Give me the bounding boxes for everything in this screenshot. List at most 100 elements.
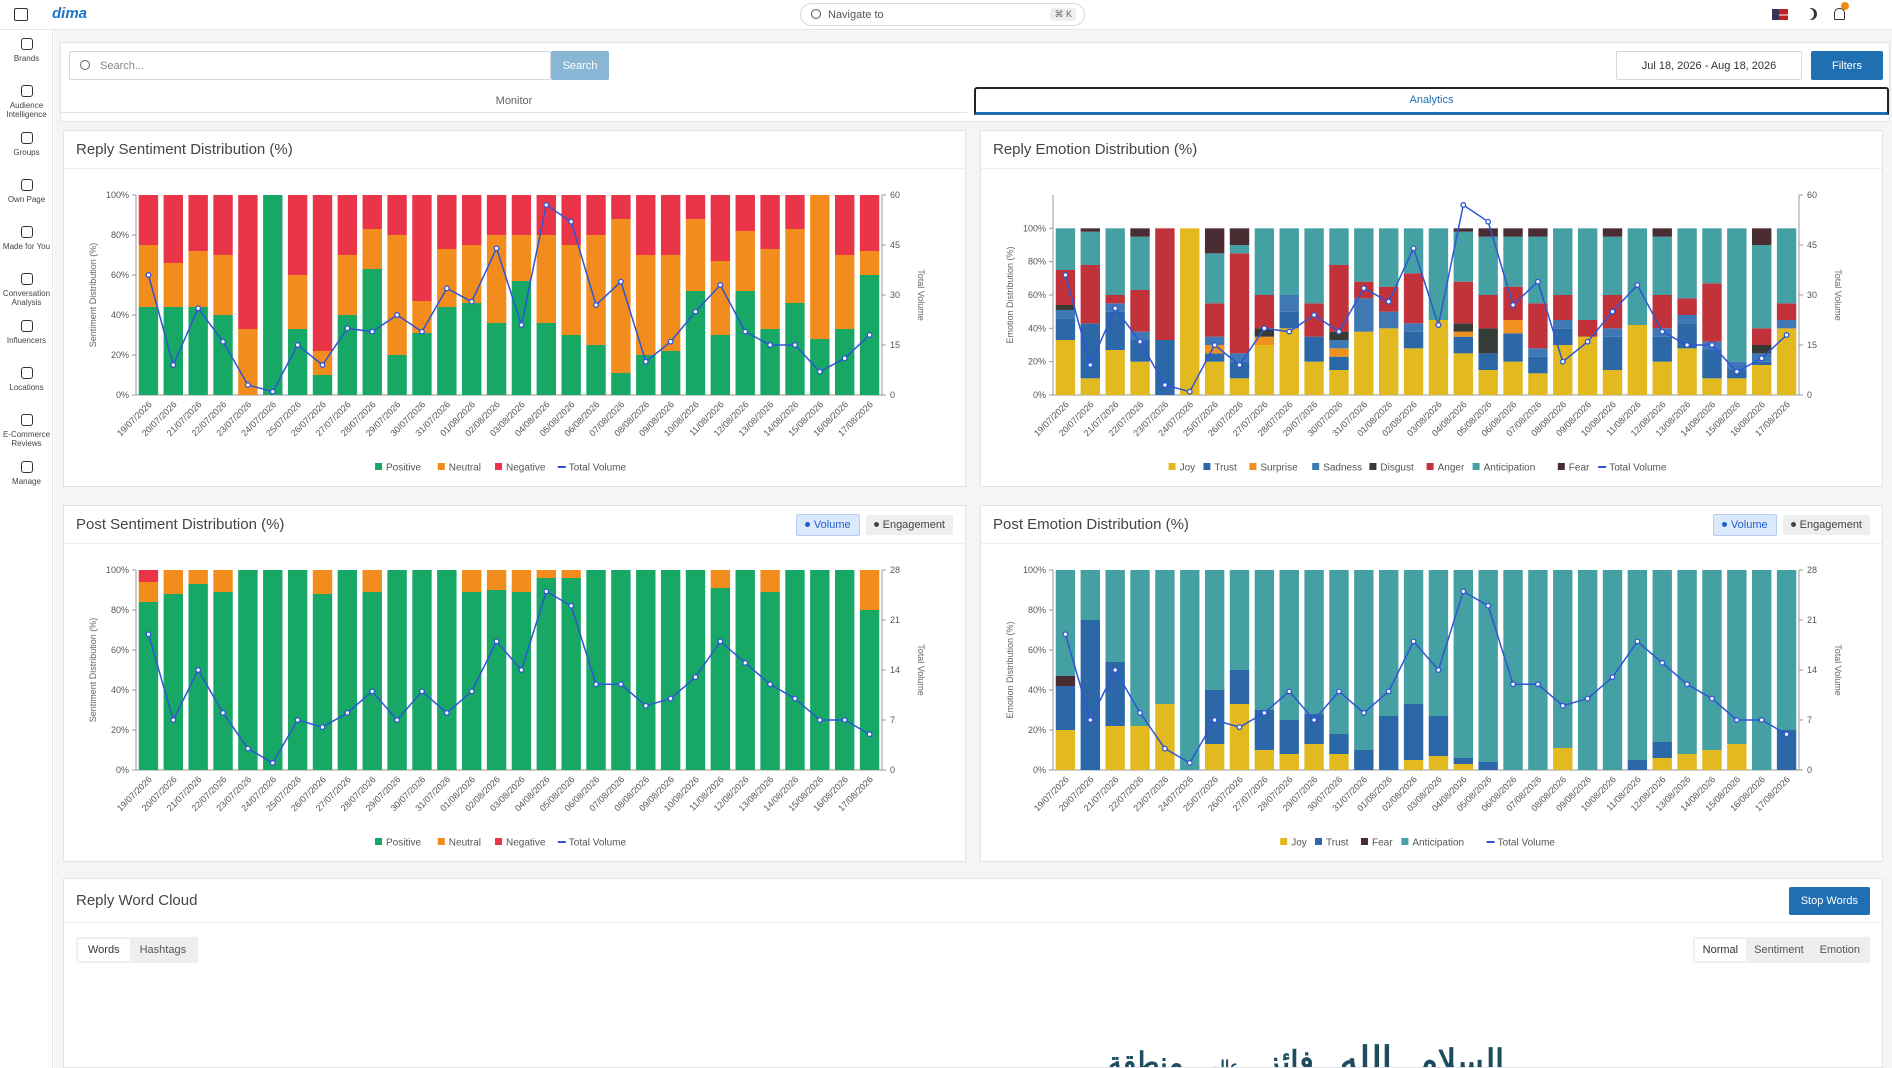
word[interactable]: السلام [1417, 1043, 1504, 1068]
mode[interactable]: Emotion [1819, 944, 1860, 956]
bar-segment [710, 335, 731, 395]
volume-point [244, 745, 251, 752]
volume-point [1161, 745, 1168, 752]
bar-segment [138, 570, 159, 582]
filters-button[interactable]: Filters [1811, 51, 1883, 80]
notification-badge [1841, 2, 1849, 10]
y-tick-label: 20% [1028, 725, 1046, 735]
bar-segment [1553, 345, 1573, 395]
bar-segment [437, 570, 457, 770]
bar-segment [1752, 570, 1772, 770]
notifications[interactable] [1834, 8, 1845, 20]
y-tick-label: 40% [1028, 323, 1046, 333]
search-button[interactable]: Search [551, 51, 609, 80]
toggle-button[interactable]: Engagement [1782, 514, 1870, 535]
nav-icon [20, 273, 33, 285]
nav-item[interactable]: Influencers [0, 320, 53, 345]
tab[interactable]: Words [78, 939, 130, 961]
bar-segment [710, 261, 731, 335]
word[interactable]: عالم [1209, 1059, 1240, 1068]
bar-segment [1254, 336, 1275, 345]
bar-segment [1478, 328, 1498, 354]
bar-segment [1204, 570, 1225, 690]
legend-swatch [1426, 463, 1434, 470]
word[interactable]: منطقة [1107, 1047, 1184, 1068]
bar-segment [1155, 228, 1175, 340]
toggle-button[interactable]: Volume [795, 513, 860, 536]
toggle-button[interactable]: Engagement [865, 514, 953, 535]
nav-item[interactable]: E-Commerce Reviews [0, 414, 53, 448]
bar-segment [437, 307, 457, 395]
nav-item[interactable]: Groups [0, 132, 53, 157]
volume-point [568, 602, 575, 609]
bar-segment [1652, 295, 1672, 329]
logo[interactable]: dima [52, 5, 88, 22]
bar-segment [1602, 328, 1623, 337]
bar-segment [735, 231, 755, 291]
tab-analytics[interactable]: Analytics [974, 87, 1889, 115]
nav-item[interactable]: Manage [0, 461, 53, 486]
bar-segment [586, 570, 606, 770]
word[interactable]: الله [1339, 1039, 1392, 1068]
tab[interactable]: Hashtags [139, 944, 187, 956]
nav-item[interactable]: Own Page [0, 179, 53, 204]
y2-tick-label: 14 [890, 665, 900, 675]
bar-segment [213, 570, 233, 592]
bar-segment [1478, 570, 1498, 762]
date-range[interactable]: Jul 18, 2026 - Aug 18, 2026 [1616, 51, 1802, 80]
word[interactable]: فائز [1265, 1046, 1314, 1068]
sidebar-toggle[interactable] [14, 8, 28, 21]
bar-segment [1055, 305, 1076, 310]
stop-words-button[interactable]: Stop Words [1788, 886, 1870, 915]
volume-point [1360, 285, 1367, 292]
bar-segment [660, 195, 681, 255]
volume-point [170, 362, 177, 368]
nav-item[interactable]: Brands [0, 38, 53, 63]
volume-point [816, 717, 823, 723]
bar-segment [561, 578, 581, 770]
bar-segment [1180, 228, 1200, 395]
nav-item[interactable]: Conversation Analysis [0, 273, 53, 307]
bar-segment [785, 195, 805, 229]
bar-segment [263, 195, 283, 395]
bar-segment [1702, 750, 1722, 770]
y2-tick-label: 15 [1807, 340, 1817, 350]
volume-point [1659, 328, 1666, 335]
bar-segment [1453, 231, 1473, 282]
bar-segment [1528, 570, 1548, 770]
theme-toggle[interactable] [1805, 8, 1817, 20]
nav-label: Made for You [2, 242, 51, 251]
bar-segment [163, 195, 183, 263]
mode[interactable]: Sentiment [1754, 944, 1804, 956]
bar-segment [1105, 228, 1125, 295]
volume-point [369, 688, 376, 695]
bar-segment [287, 570, 308, 770]
bar-segment [760, 570, 780, 592]
legend-label: Joy [1180, 463, 1196, 474]
volume-point [841, 355, 848, 362]
bar-segment [337, 255, 358, 315]
y2-tick-label: 30 [890, 290, 900, 300]
bar-segment [1304, 303, 1324, 337]
tab-monitor[interactable]: Monitor [61, 89, 967, 113]
search-input[interactable]: Search... [69, 51, 551, 80]
toggle-button[interactable]: Volume [1712, 513, 1777, 536]
y-tick-label: 60% [1028, 645, 1046, 655]
mode[interactable]: Normal [1694, 939, 1747, 961]
nav-item[interactable]: Locations [0, 367, 53, 392]
legend-label: Surprise [1260, 463, 1298, 474]
nav-item[interactable]: Audience Intelligence [0, 85, 53, 119]
volume-point [344, 709, 351, 716]
nav-item[interactable]: Made for You [0, 226, 53, 251]
y-tick-label: 80% [1028, 257, 1046, 267]
y-tick-label: 100% [106, 190, 129, 200]
legend-swatch [495, 463, 502, 470]
legend-swatch [1168, 463, 1176, 470]
bar-segment [1130, 290, 1150, 332]
volume-point [1087, 717, 1094, 723]
bar-segment [1652, 336, 1672, 362]
flag[interactable] [1772, 9, 1788, 20]
bar-segment [1702, 350, 1722, 379]
navigate-box[interactable]: Navigate to ⌘ K [800, 3, 1085, 26]
bar-segment [1279, 228, 1299, 295]
